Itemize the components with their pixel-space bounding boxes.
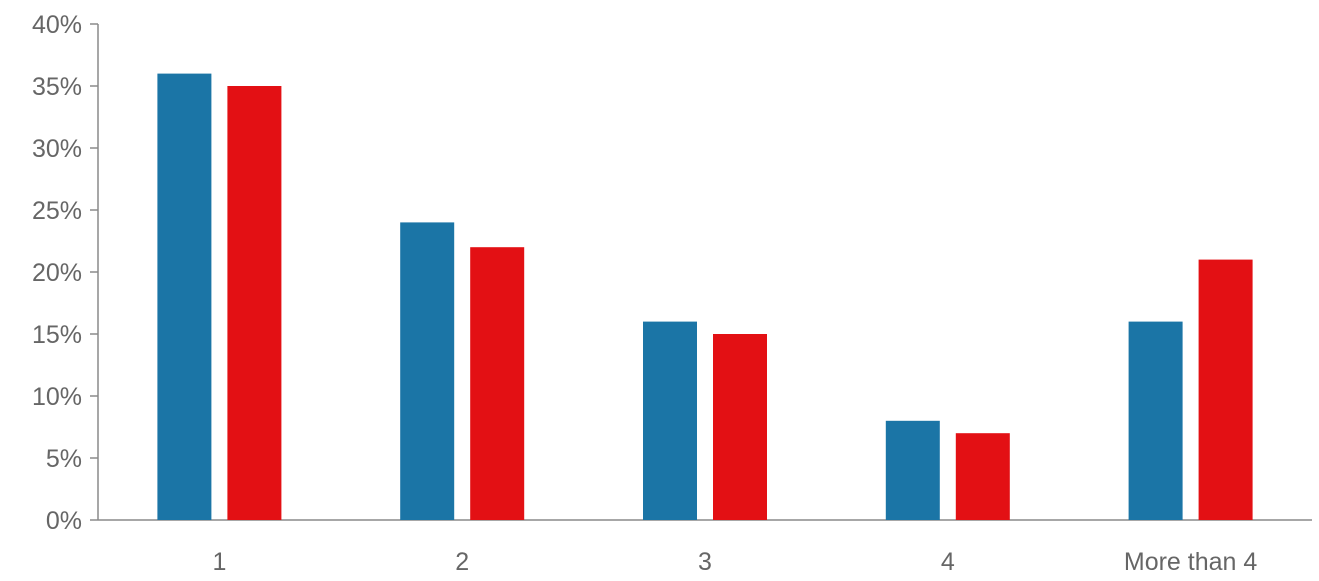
bar-s2-cat-4	[955, 433, 1010, 520]
bars	[157, 73, 1253, 520]
bar-s1-cat-3	[643, 321, 697, 520]
x-tick-label: 3	[698, 548, 712, 576]
y-tick-label: 0%	[46, 507, 82, 535]
bar-s1-cat-5	[1128, 321, 1183, 520]
bar-s2-cat-5	[1198, 259, 1253, 520]
y-tick-label: 20%	[32, 259, 82, 287]
y-tick-label: 25%	[32, 197, 82, 225]
y-tick-label: 10%	[32, 383, 82, 411]
bar-s1-cat-4	[885, 420, 940, 520]
y-tick-label: 5%	[46, 445, 82, 473]
y-tick-label: 40%	[32, 11, 82, 39]
x-tick-label: 2	[455, 548, 469, 576]
x-tick-label: 4	[941, 548, 955, 576]
y-tick-label: 30%	[32, 135, 82, 163]
x-tick-label: More than 4	[1124, 548, 1258, 576]
y-tick-label: 15%	[32, 321, 82, 349]
bar-s2-cat-1	[227, 86, 282, 520]
bar-s2-cat-3	[713, 334, 767, 520]
bar-s1-cat-1	[157, 73, 212, 520]
x-tick-label: 1	[212, 548, 226, 576]
y-tick-label: 35%	[32, 73, 82, 101]
bar-s2-cat-2	[470, 247, 525, 520]
x-axis: 1 2 3 4 More than 4	[98, 519, 1312, 576]
bar-s1-cat-2	[400, 222, 455, 520]
y-axis: 0% 5% 10% 15% 20% 25% 30% 35% 40%	[32, 11, 99, 535]
